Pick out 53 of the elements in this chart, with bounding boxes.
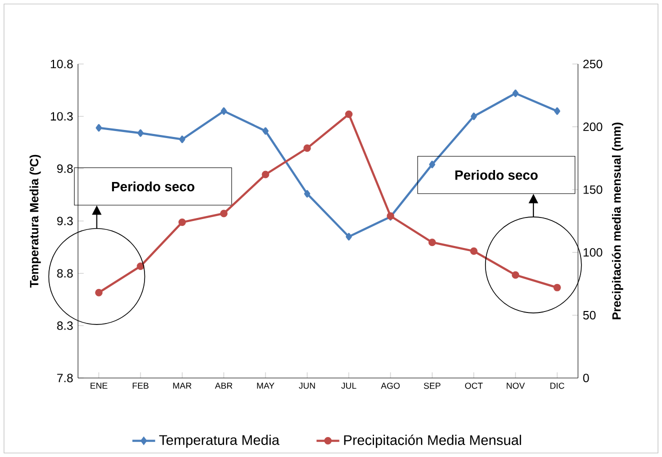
- point: [96, 124, 102, 132]
- point: [178, 218, 186, 226]
- x-tick-label: MAR: [173, 382, 192, 389]
- y-tick-label: 9.8: [57, 164, 73, 173]
- annotation: Periodo seco: [455, 170, 538, 180]
- annotation: Periodo seco: [112, 182, 194, 192]
- point: [95, 288, 103, 296]
- point: [179, 136, 186, 144]
- point: [345, 110, 353, 118]
- y2-tick-label: 100: [584, 248, 602, 257]
- x-tick-label: MAY: [257, 382, 274, 389]
- y2-tick-label: 50: [583, 310, 596, 320]
- point: [554, 107, 560, 115]
- x-tick-label: ABR: [214, 382, 232, 389]
- point: [429, 160, 436, 168]
- y-axis-title: Temperatura Media (ºC): [30, 154, 41, 288]
- y-tick-label: 8.8: [57, 269, 73, 278]
- point: [303, 144, 311, 152]
- point: [137, 129, 144, 137]
- point: [428, 238, 436, 246]
- y-tick-label: 10.3: [50, 112, 73, 121]
- y2-tick-label: 250: [583, 60, 602, 68]
- x-tick-label: JUN: [298, 382, 315, 389]
- point: [553, 284, 561, 292]
- point: [470, 247, 478, 255]
- y2-tick-label: 200: [583, 122, 602, 132]
- legend-label: Precipitación Media Mensual: [344, 434, 522, 448]
- legend-label: Temperatura Media: [159, 434, 280, 448]
- y-tick-label: 8.3: [57, 321, 73, 330]
- x-tick-label: JUL: [341, 382, 356, 389]
- x-tick-label: FEB: [132, 382, 148, 389]
- y-tick-label: 7.8: [57, 374, 73, 382]
- point: [262, 170, 270, 178]
- x-tick-label: DIC: [550, 382, 564, 389]
- point: [346, 232, 352, 240]
- y2-tick-label: 150: [584, 185, 602, 194]
- x-tick-label: AGO: [380, 382, 400, 389]
- y-tick-label: 10.8: [50, 60, 73, 68]
- point: [304, 190, 310, 198]
- point: [512, 271, 520, 279]
- point: [220, 107, 227, 115]
- x-tick-label: OCT: [465, 382, 483, 389]
- point: [262, 127, 269, 135]
- x-tick-label: SEP: [424, 382, 440, 389]
- point: [512, 90, 519, 98]
- point: [470, 112, 477, 120]
- x-tick-label: ENE: [90, 382, 108, 389]
- y2-axis-title: Precipitación media mensual (mm): [612, 122, 624, 320]
- y2-tick-label: 0: [583, 374, 589, 382]
- y-tick-label: 9.3: [57, 216, 73, 226]
- point: [136, 262, 144, 270]
- point: [220, 210, 228, 218]
- x-tick-label: NOV: [506, 382, 525, 389]
